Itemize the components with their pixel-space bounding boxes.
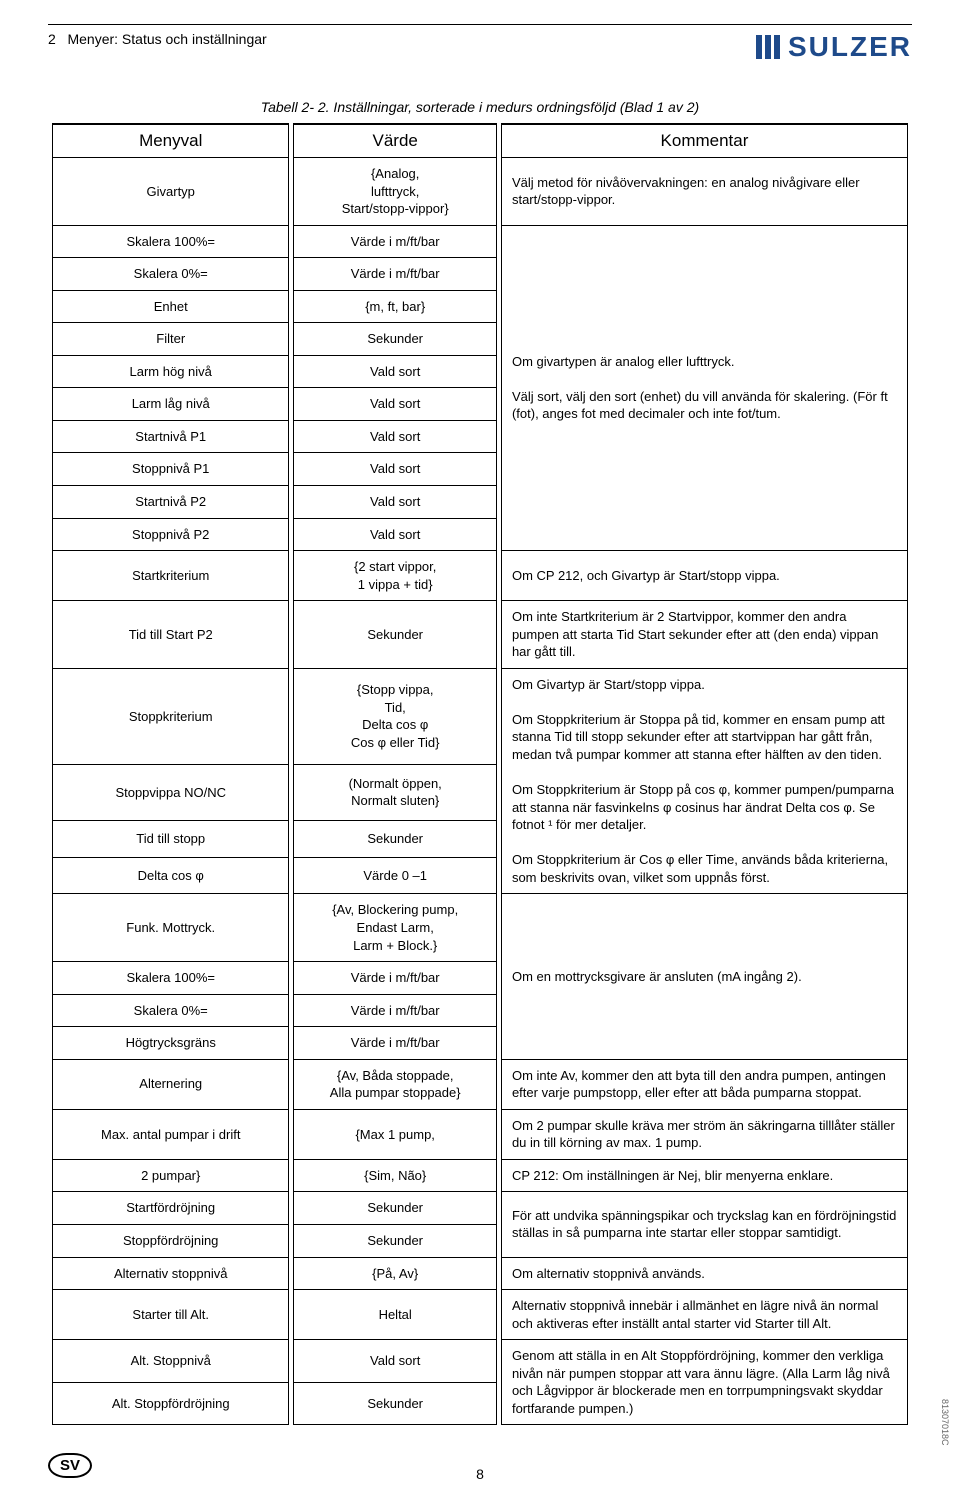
settings-table: Menyval Värde Kommentar Givartyp {Analog… (48, 123, 912, 1425)
cell-menu: Larm låg nivå (52, 388, 289, 421)
cell-value: {Sim, Não} (293, 1160, 497, 1193)
col-header-value: Värde (293, 123, 497, 158)
cell-value: {m, ft, bar} (293, 291, 497, 324)
cell-value: Sekunder (293, 821, 497, 858)
cell-value: Värde i m/ft/bar (293, 226, 497, 259)
cell-menu: Stoppkriterium (52, 669, 289, 765)
language-badge: SV (48, 1453, 92, 1478)
cell-value: {Analog, lufttryck, Start/stopp-vippor} (293, 158, 497, 226)
chapter-number: 2 (48, 31, 56, 47)
cell-menu: Startkriterium (52, 551, 289, 601)
cell-comment: Välj metod för nivåövervakningen: en ana… (501, 158, 908, 226)
cell-value: Värde i m/ft/bar (293, 995, 497, 1028)
cell-menu: Starter till Alt. (52, 1290, 289, 1340)
cell-menu: Givartyp (52, 158, 289, 226)
cell-value: Värde 0 –1 (293, 858, 497, 895)
cell-menu: 2 pumpar} (52, 1160, 289, 1193)
cell-menu: Alternering (52, 1060, 289, 1110)
cell-menu: Alt. Stoppfördröjning (52, 1383, 289, 1426)
cell-menu: Högtrycksgräns (52, 1027, 289, 1060)
cell-menu: Alternativ stoppnivå (52, 1258, 289, 1291)
cell-value: Värde i m/ft/bar (293, 1027, 497, 1060)
cell-value: Vald sort (293, 519, 497, 552)
cell-comment: Om CP 212, och Givartyp är Start/stopp v… (501, 551, 908, 601)
cell-comment: Om alternativ stoppnivå används. (501, 1258, 908, 1291)
table-caption: Tabell 2- 2. Inställningar, sorterade i … (48, 99, 912, 115)
cell-value: Sekunder (293, 1383, 497, 1426)
cell-value: (Normalt öppen, Normalt sluten} (293, 765, 497, 821)
page-header: 2 Menyer: Status och inställningar SULZE… (48, 31, 912, 63)
cell-menu: Startfördröjning (52, 1192, 289, 1225)
cell-value: Värde i m/ft/bar (293, 258, 497, 291)
cell-value: Vald sort (293, 356, 497, 389)
cell-value: {Max 1 pump, (293, 1110, 497, 1160)
cell-menu: Startnivå P2 (52, 486, 289, 519)
cell-menu: Delta cos φ (52, 858, 289, 895)
cell-menu: Funk. Mottryck. (52, 894, 289, 962)
cell-value: Vald sort (293, 421, 497, 454)
cell-value: Sekunder (293, 1192, 497, 1225)
cell-comment-group: Genom att ställa in en Alt Stoppfördröjn… (501, 1340, 908, 1425)
cell-comment: Om 2 pumpar skulle kräva mer ström än sä… (501, 1110, 908, 1160)
cell-menu: Skalera 100%= (52, 226, 289, 259)
cell-value: Vald sort (293, 486, 497, 519)
cell-comment: Alternativ stoppnivå innebär i allmänhet… (501, 1290, 908, 1340)
cell-value: {Stopp vippa, Tid, Delta cos φ Cos φ ell… (293, 669, 497, 765)
cell-menu: Tid till Start P2 (52, 601, 289, 669)
cell-comment-group: Om givartypen är analog eller lufttryck.… (501, 226, 908, 551)
cell-menu: Startnivå P1 (52, 421, 289, 454)
cell-value: Sekunder (293, 1225, 497, 1258)
cell-menu: Skalera 0%= (52, 258, 289, 291)
cell-comment-group: Om Givartyp är Start/stopp vippa. Om Sto… (501, 669, 908, 895)
cell-comment-group: Om en mottrycksgivare är ansluten (mA in… (501, 894, 908, 1059)
cell-value: Vald sort (293, 453, 497, 486)
cell-menu: Alt. Stoppnivå (52, 1340, 289, 1383)
cell-value: Vald sort (293, 1340, 497, 1383)
logo-bars-icon (756, 35, 780, 59)
cell-comment: Om inte Av, kommer den att byta till den… (501, 1060, 908, 1110)
cell-menu: Skalera 100%= (52, 962, 289, 995)
document-code: 81307018C (940, 1399, 950, 1446)
cell-menu: Stoppfördröjning (52, 1225, 289, 1258)
chapter-heading: 2 Menyer: Status och inställningar (48, 31, 267, 47)
cell-menu: Max. antal pumpar i drift (52, 1110, 289, 1160)
cell-comment: CP 212: Om inställningen är Nej, blir me… (501, 1160, 908, 1193)
cell-value: Sekunder (293, 323, 497, 356)
cell-menu: Larm hög nivå (52, 356, 289, 389)
cell-value: {På, Av} (293, 1258, 497, 1291)
cell-menu: Tid till stopp (52, 821, 289, 858)
cell-comment-group: För att undvika spänningspikar och tryck… (501, 1192, 908, 1257)
cell-value: Vald sort (293, 388, 497, 421)
col-header-menu: Menyval (52, 123, 289, 158)
col-header-comment: Kommentar (501, 123, 908, 158)
cell-value: Värde i m/ft/bar (293, 962, 497, 995)
cell-menu: Enhet (52, 291, 289, 324)
cell-comment: Om inte Startkriterium är 2 Startvippor,… (501, 601, 908, 669)
cell-menu: Filter (52, 323, 289, 356)
chapter-title: Menyer: Status och inställningar (67, 31, 266, 47)
cell-menu: Skalera 0%= (52, 995, 289, 1028)
cell-value: {Av, Båda stoppade, Alla pumpar stoppade… (293, 1060, 497, 1110)
cell-value: Heltal (293, 1290, 497, 1340)
cell-menu: Stoppnivå P2 (52, 519, 289, 552)
cell-value: {2 start vippor, 1 vippa + tid} (293, 551, 497, 601)
page-number: 8 (476, 1466, 484, 1482)
brand-logo: SULZER (756, 31, 912, 63)
brand-text: SULZER (788, 31, 912, 63)
cell-menu: Stoppnivå P1 (52, 453, 289, 486)
cell-menu: Stoppvippa NO/NC (52, 765, 289, 821)
cell-value: {Av, Blockering pump, Endast Larm, Larm … (293, 894, 497, 962)
cell-value: Sekunder (293, 601, 497, 669)
